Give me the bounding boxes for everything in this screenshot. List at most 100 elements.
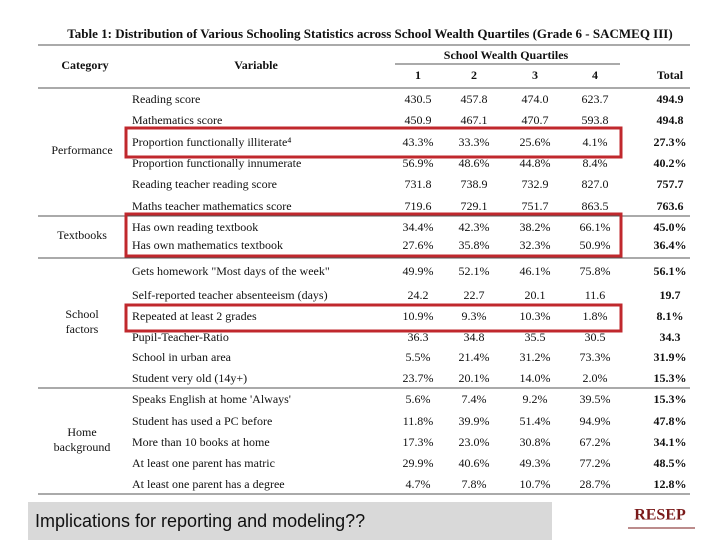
cell: 494.8 <box>657 113 684 127</box>
cell: 8.1% <box>657 309 684 323</box>
cell: 731.8 <box>405 177 432 191</box>
variable-label: More than 10 books at home <box>132 435 270 449</box>
cell: 623.7 <box>582 92 609 106</box>
cell: 24.2 <box>408 288 429 302</box>
cell: 33.3% <box>459 135 490 149</box>
cell: 20.1% <box>459 371 490 385</box>
cell: 732.9 <box>522 177 549 191</box>
cell: 36.3 <box>408 330 429 344</box>
variable-label: At least one parent has matric <box>132 456 275 470</box>
cell: 10.7% <box>520 477 551 491</box>
variable-label: Reading score <box>132 92 200 106</box>
cell: 763.6 <box>657 199 684 213</box>
column-header: Total <box>657 68 684 82</box>
cell: 31.2% <box>520 350 551 364</box>
category-label: Performance <box>51 143 112 157</box>
cell: 32.3% <box>520 238 551 252</box>
cell: 29.9% <box>403 456 434 470</box>
category-label: background <box>54 440 111 454</box>
cell: 457.8 <box>461 92 488 106</box>
highlight-box <box>124 303 623 333</box>
cell: 40.2% <box>654 156 687 170</box>
cell: 11.6 <box>585 288 606 302</box>
cell: 5.6% <box>406 392 431 406</box>
column-header: 1 <box>415 68 421 82</box>
cell: 19.7 <box>660 288 681 302</box>
cell: 94.9% <box>580 414 611 428</box>
cell: 40.6% <box>459 456 490 470</box>
cell: 56.9% <box>403 156 434 170</box>
cell: 67.2% <box>580 435 611 449</box>
cell: 30.8% <box>520 435 551 449</box>
variable-label: Mathematics score <box>132 113 222 127</box>
cell: 21.4% <box>459 350 490 364</box>
cell: 7.8% <box>462 477 487 491</box>
logo: RESEP <box>634 507 686 524</box>
cell: 22.7 <box>464 288 485 302</box>
cell: 17.3% <box>403 435 434 449</box>
column-header: 4 <box>592 68 598 82</box>
cell: 31.9% <box>654 350 687 364</box>
column-header: 2 <box>471 68 477 82</box>
cell: 20.1 <box>525 288 546 302</box>
category-label: Textbooks <box>57 228 107 242</box>
highlight-box <box>124 126 623 159</box>
cell: 49.9% <box>403 264 434 278</box>
cell: 42.3% <box>459 220 490 234</box>
cell: 470.7 <box>522 113 549 127</box>
cell: 56.1% <box>654 264 687 278</box>
cell: 73.3% <box>580 350 611 364</box>
cell: 35.5 <box>525 330 546 344</box>
cell: 4.1% <box>583 135 608 149</box>
variable-label: Proportion functionally innumerate <box>132 156 301 170</box>
variable-label: Student has used a PC before <box>132 414 272 428</box>
cell: 39.5% <box>580 392 611 406</box>
cell: 43.3% <box>403 135 434 149</box>
cell: 467.1 <box>461 113 488 127</box>
cell: 52.1% <box>459 264 490 278</box>
cell: 12.8% <box>654 477 687 491</box>
category-header: Category <box>61 58 108 72</box>
cell: 28.7% <box>580 477 611 491</box>
category-label: School <box>65 307 99 321</box>
cell: 2.0% <box>583 371 608 385</box>
caption: Implications for reporting and modeling?… <box>35 511 365 531</box>
cell: 34.3 <box>660 330 681 344</box>
variable-label: Pupil-Teacher-Ratio <box>132 330 229 344</box>
cell: 8.4% <box>583 156 608 170</box>
caption-box <box>28 502 552 540</box>
cell: 4.7% <box>406 477 431 491</box>
variable-header: Variable <box>234 58 278 72</box>
highlight-box <box>124 212 623 258</box>
variable-label: At least one parent has a degree <box>132 477 285 491</box>
cell: 23.7% <box>403 371 434 385</box>
group-header: School Wealth Quartiles <box>444 48 569 62</box>
variable-label: Has own mathematics textbook <box>132 238 283 252</box>
cell: 34.1% <box>654 435 687 449</box>
cell: 38.2% <box>520 220 551 234</box>
cell: 719.6 <box>405 199 432 213</box>
cell: 827.0 <box>582 177 609 191</box>
cell: 36.4% <box>654 238 687 252</box>
cell: 863.5 <box>582 199 609 213</box>
category-label: Home <box>67 425 96 439</box>
cell: 5.5% <box>406 350 431 364</box>
cell: 46.1% <box>520 264 551 278</box>
cell: 738.9 <box>461 177 488 191</box>
cell: 593.8 <box>582 113 609 127</box>
cell: 39.9% <box>459 414 490 428</box>
cell: 474.0 <box>522 92 549 106</box>
cell: 7.4% <box>462 392 487 406</box>
cell: 23.0% <box>459 435 490 449</box>
cell: 9.3% <box>462 309 487 323</box>
cell: 27.3% <box>654 135 687 149</box>
cell: 450.9 <box>405 113 432 127</box>
cell: 757.7 <box>657 177 684 191</box>
variable-label: Speaks English at home 'Always' <box>132 392 291 406</box>
cell: 34.4% <box>403 220 434 234</box>
cell: 51.4% <box>520 414 551 428</box>
table-title: Table 1: Distribution of Various Schooli… <box>67 26 672 41</box>
cell: 48.5% <box>654 456 687 470</box>
cell: 35.8% <box>459 238 490 252</box>
